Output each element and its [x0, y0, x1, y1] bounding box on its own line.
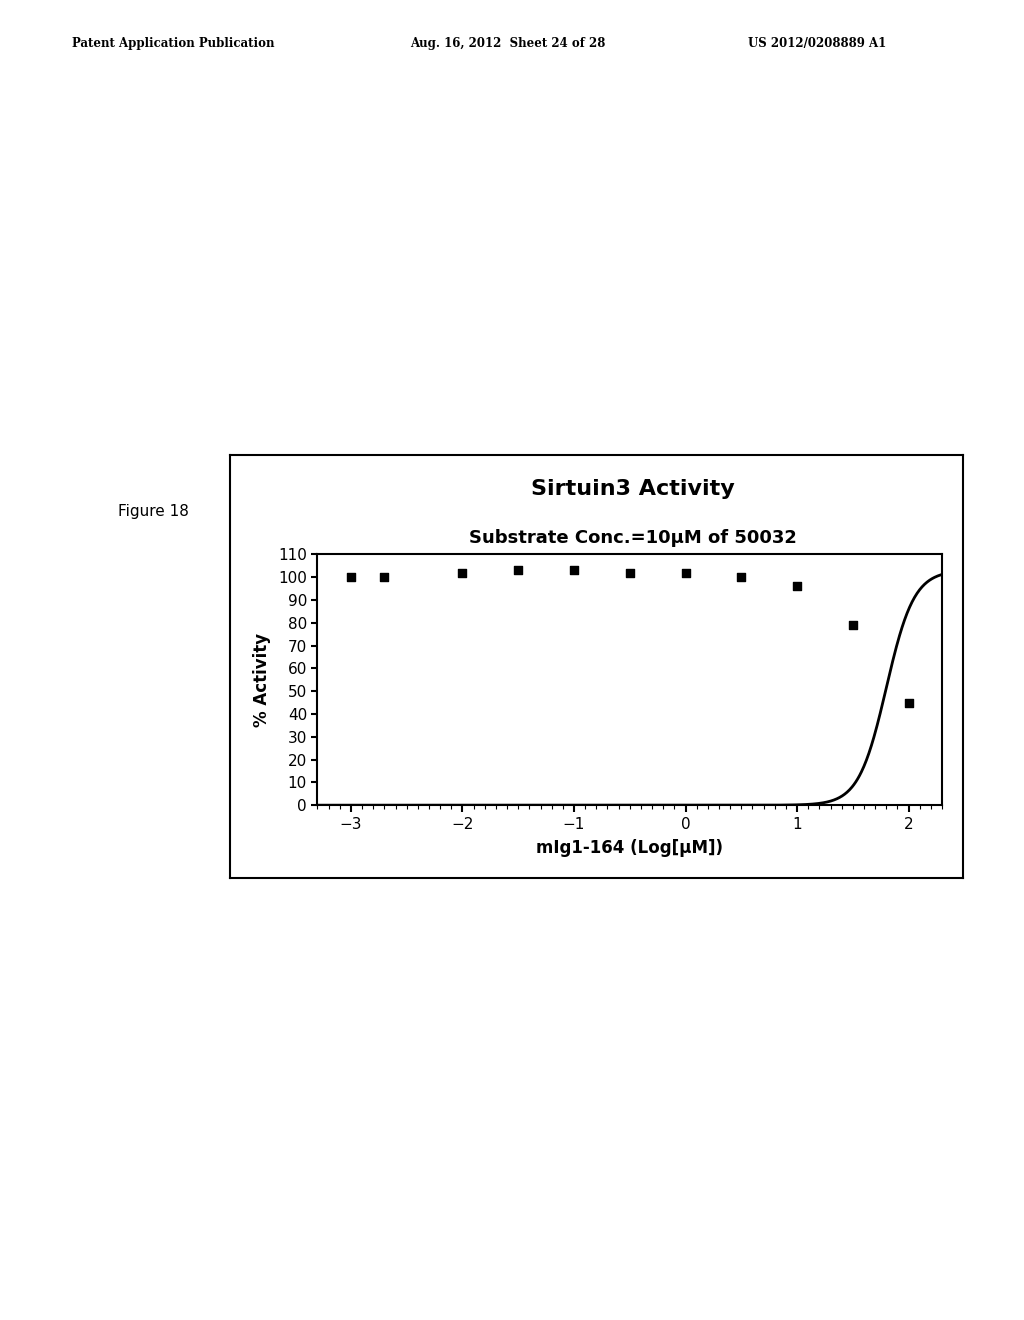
Text: US 2012/0208889 A1: US 2012/0208889 A1 [748, 37, 886, 50]
Y-axis label: % Activity: % Activity [253, 632, 271, 727]
Text: Patent Application Publication: Patent Application Publication [72, 37, 274, 50]
Text: Figure 18: Figure 18 [118, 504, 188, 519]
Point [788, 576, 805, 597]
Point [510, 560, 526, 581]
Point [566, 560, 583, 581]
Point [677, 562, 693, 583]
Point [343, 566, 359, 587]
Text: Substrate Conc.=10μM of 50032: Substrate Conc.=10μM of 50032 [469, 529, 797, 548]
Point [900, 692, 916, 713]
Text: Aug. 16, 2012  Sheet 24 of 28: Aug. 16, 2012 Sheet 24 of 28 [410, 37, 605, 50]
Point [455, 562, 471, 583]
Point [845, 615, 861, 636]
Point [622, 562, 638, 583]
X-axis label: mIg1-164 (Log[μM]): mIg1-164 (Log[μM]) [537, 840, 723, 857]
Text: Sirtuin3 Activity: Sirtuin3 Activity [531, 479, 735, 499]
Point [376, 566, 392, 587]
Point [733, 566, 750, 587]
